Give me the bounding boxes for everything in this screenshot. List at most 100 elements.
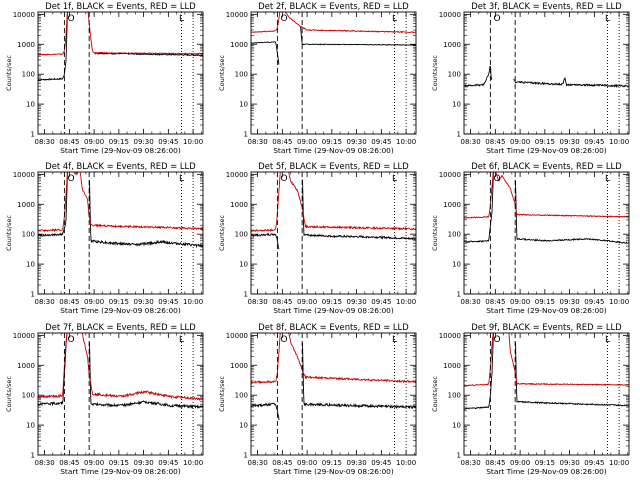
x-tick-label: 10:00 xyxy=(609,459,629,467)
series-line xyxy=(464,333,629,410)
y-tick-label: 100 xyxy=(448,71,461,79)
marker-l: L xyxy=(605,14,610,24)
x-tick-label: 09:00 xyxy=(510,138,530,146)
y-tick-label: 10000 xyxy=(13,11,35,19)
y-axis-label: Counts/sec xyxy=(5,215,13,251)
y-tick-label: 1 xyxy=(457,131,461,139)
x-axis-label: Start Time (29-Nov-09 08:26:00) xyxy=(486,306,607,315)
series-lld xyxy=(251,12,416,34)
y-tick-label: 10 xyxy=(452,422,461,430)
panel-title: Det 5f, BLACK = Events, RED = LLD xyxy=(258,161,408,171)
plot-frame xyxy=(463,11,630,135)
x-tick-label: 08:45 xyxy=(59,298,79,306)
series-events xyxy=(38,172,203,249)
y-tick-label: 1000 xyxy=(443,201,461,209)
marker-o: O xyxy=(67,14,74,24)
x-tick-label: 10:00 xyxy=(396,298,416,306)
series-line xyxy=(464,66,629,89)
x-tick-label: 09:30 xyxy=(134,298,154,306)
y-tick-label: 10000 xyxy=(226,171,248,179)
x-tick-label: 08:45 xyxy=(59,459,79,467)
x-tick-label: 09:15 xyxy=(109,298,129,306)
x-tick-label: 08:45 xyxy=(485,459,505,467)
x-tick-label: 10:00 xyxy=(183,138,203,146)
x-tick-label: 08:45 xyxy=(272,298,292,306)
series-line xyxy=(464,333,629,387)
x-tick-label: 09:45 xyxy=(584,298,604,306)
y-tick-label: 1000 xyxy=(443,362,461,370)
x-tick-label: 09:30 xyxy=(560,459,580,467)
marker-l: L xyxy=(392,335,397,345)
y-tick-label: 1000 xyxy=(230,362,248,370)
marker-o: O xyxy=(67,174,74,184)
y-tick-label: 10 xyxy=(26,261,35,269)
x-tick-label: 08:45 xyxy=(485,138,505,146)
y-tick-label: 10 xyxy=(239,101,248,109)
series-events xyxy=(38,333,203,410)
series-line xyxy=(38,172,203,249)
series-line xyxy=(464,172,629,219)
y-tick-label: 10000 xyxy=(439,332,461,340)
panel-8: Det 8f, BLACK = Events, RED = LLD Counts/… xyxy=(218,322,417,476)
x-tick-label: 09:15 xyxy=(535,298,555,306)
series-lld xyxy=(38,333,203,401)
marker-o: O xyxy=(67,335,74,345)
series-line xyxy=(38,333,203,401)
y-tick-label: 100 xyxy=(235,71,248,79)
x-tick-label: 09:00 xyxy=(297,459,317,467)
y-tick-label: 1000 xyxy=(17,362,35,370)
series-line xyxy=(464,172,629,244)
y-tick-label: 100 xyxy=(22,71,35,79)
series-lld xyxy=(38,172,203,233)
marker-l: L xyxy=(179,174,184,184)
x-tick-label: 08:30 xyxy=(248,459,268,467)
y-axis-label: Counts/sec xyxy=(431,376,439,412)
x-tick-label: 09:45 xyxy=(158,298,178,306)
y-tick-label: 10 xyxy=(26,101,35,109)
x-tick-label: 09:45 xyxy=(584,138,604,146)
x-tick-label: 09:00 xyxy=(510,459,530,467)
x-tick-label: 09:30 xyxy=(347,298,367,306)
series-lld xyxy=(464,333,629,387)
x-tick-label: 08:30 xyxy=(248,298,268,306)
y-tick-label: 10000 xyxy=(439,171,461,179)
x-tick-label: 09:45 xyxy=(158,459,178,467)
x-tick-label: 09:15 xyxy=(535,459,555,467)
series-events xyxy=(251,179,416,250)
series-lld xyxy=(464,172,629,219)
y-tick-label: 10 xyxy=(239,261,248,269)
y-axis-label: Counts/sec xyxy=(431,55,439,91)
series-line xyxy=(251,333,416,385)
plot-frame xyxy=(250,332,417,456)
y-tick-label: 10000 xyxy=(13,171,35,179)
x-tick-label: 09:15 xyxy=(322,298,342,306)
x-tick-label: 09:30 xyxy=(134,459,154,467)
x-tick-label: 08:45 xyxy=(272,459,292,467)
y-axis-label: Counts/sec xyxy=(218,376,226,412)
series-line xyxy=(38,333,203,410)
series-events xyxy=(464,66,629,89)
y-tick-label: 1 xyxy=(244,291,248,299)
series-events xyxy=(464,333,629,410)
x-tick-label: 08:30 xyxy=(35,298,55,306)
y-tick-label: 10 xyxy=(452,101,461,109)
marker-o: O xyxy=(493,335,500,345)
y-tick-label: 1 xyxy=(457,291,461,299)
y-tick-label: 10000 xyxy=(439,11,461,19)
y-tick-label: 100 xyxy=(235,231,248,239)
panel-title: Det 7f, BLACK = Events, RED = LLD xyxy=(45,322,195,332)
x-tick-label: 09:45 xyxy=(371,459,391,467)
x-tick-label: 09:30 xyxy=(560,298,580,306)
y-tick-label: 10 xyxy=(239,422,248,430)
panel-5: Det 5f, BLACK = Events, RED = LLD Counts/… xyxy=(218,161,417,315)
series-line xyxy=(251,26,416,65)
x-axis-label: Start Time (29-Nov-09 08:26:00) xyxy=(60,467,181,476)
panel-title: Det 8f, BLACK = Events, RED = LLD xyxy=(258,322,408,332)
y-tick-label: 1 xyxy=(244,452,248,460)
y-tick-label: 1000 xyxy=(230,201,248,209)
x-tick-label: 09:30 xyxy=(347,459,367,467)
marker-o: O xyxy=(493,174,500,184)
x-tick-label: 10:00 xyxy=(183,298,203,306)
x-tick-label: 08:30 xyxy=(248,138,268,146)
y-tick-label: 100 xyxy=(235,392,248,400)
